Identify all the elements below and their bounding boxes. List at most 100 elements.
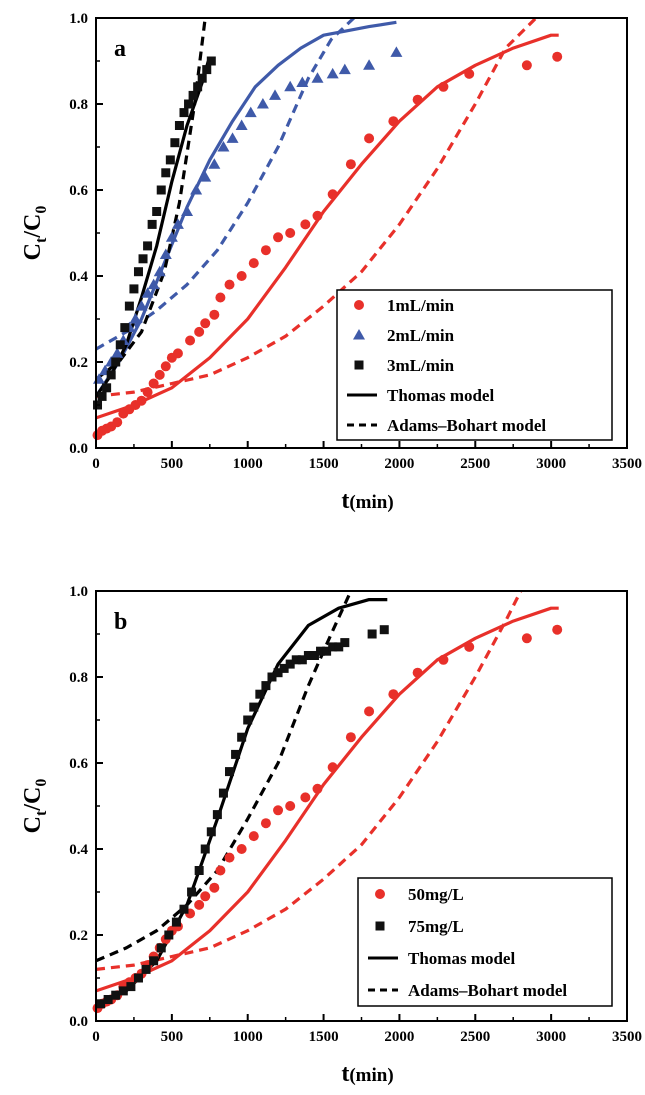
square-data-point — [133, 973, 143, 983]
x-tick-label: 1500 — [309, 1029, 339, 1045]
circle-data-point — [200, 891, 211, 902]
y-tick-label: 0.2 — [69, 355, 88, 371]
triangle-data-point — [165, 231, 178, 242]
circle-data-point — [388, 689, 399, 700]
circle-data-point — [273, 805, 284, 816]
panel-label: b — [114, 609, 127, 635]
x-tick-label: 3500 — [612, 1029, 642, 1045]
x-tick-label: 2000 — [384, 456, 414, 472]
square-data-point — [194, 866, 204, 875]
x-tick-label: 0 — [92, 1029, 100, 1045]
y-tick-label: 0.8 — [69, 670, 88, 686]
x-tick-label: 3500 — [612, 456, 642, 472]
square-data-point — [115, 340, 125, 350]
legend-label: 75mg/L — [408, 917, 464, 936]
square-data-point — [138, 254, 148, 264]
square-data-point — [179, 904, 189, 914]
triangle-data-point — [111, 347, 124, 358]
triangle-data-point — [190, 184, 203, 195]
square-data-point — [316, 646, 326, 656]
y-tick-label: 0.8 — [69, 97, 88, 113]
circle-data-point — [552, 51, 563, 62]
triangle-data-point — [199, 171, 212, 182]
circle-data-point — [345, 159, 356, 170]
x-tick-label: 500 — [161, 456, 184, 472]
square-data-point — [187, 887, 197, 897]
circle-data-point — [285, 801, 296, 811]
square-data-point — [171, 917, 181, 927]
circle-data-point — [438, 81, 449, 92]
circle-data-point — [224, 279, 235, 290]
circle-data-point — [112, 417, 123, 428]
circle-data-point — [412, 94, 423, 105]
circle-data-point — [273, 232, 284, 243]
square-data-point — [367, 629, 377, 639]
circle-data-point — [209, 882, 220, 893]
circle-data-point — [412, 667, 423, 678]
circle-data-point — [260, 818, 271, 829]
thomas-curve — [96, 598, 388, 1006]
circle-data-point — [327, 762, 338, 773]
x-tick-label: 2500 — [460, 1029, 490, 1045]
square-data-point — [118, 986, 128, 996]
x-axis-title: t(min) — [341, 488, 393, 514]
panel-a: 0 500 1000 1500 2000 2500 3000 3500 0.0 0.2 0.4 0.6… — [20, 11, 642, 514]
y-tick-label: 0.4 — [69, 269, 88, 285]
square-data-point — [279, 663, 289, 673]
adams-bohart-curve — [96, 591, 353, 963]
triangle-data-point — [181, 205, 194, 216]
triangle-data-point — [235, 119, 248, 130]
legend-label: Adams–Bohart model — [387, 416, 546, 435]
circle-data-point — [364, 706, 375, 717]
y-tick-label: 0.0 — [69, 441, 88, 457]
legend-label: Thomas model — [408, 949, 515, 968]
square-data-point — [111, 990, 121, 1000]
circle-data-point — [194, 326, 205, 337]
square-data-point — [184, 99, 194, 109]
x-tick-label: 1000 — [233, 456, 263, 472]
square-data-point — [133, 267, 143, 277]
square-data-point — [340, 638, 350, 648]
square-data-point — [188, 90, 198, 100]
square-data-point — [141, 964, 151, 974]
square-data-point — [255, 689, 265, 699]
circle-data-point — [285, 228, 296, 238]
square-data-point — [149, 956, 159, 966]
square-data-point — [379, 625, 389, 635]
square-data-point — [225, 767, 235, 777]
square-data-point — [111, 357, 121, 367]
circle-data-point — [345, 732, 356, 743]
square-data-point — [267, 672, 277, 682]
adams-bohart-curve — [96, 591, 523, 971]
square-data-point — [322, 646, 332, 656]
triangle-data-point — [226, 132, 239, 143]
square-data-point — [124, 301, 134, 311]
triangle-data-point — [363, 59, 376, 70]
square-data-point — [164, 930, 174, 940]
square-data-point — [96, 999, 106, 1009]
circle-data-point — [552, 624, 563, 635]
triangle-data-point — [208, 158, 221, 169]
circle-data-point — [521, 633, 532, 644]
legend-square-marker — [375, 921, 385, 931]
legend-label: 2mL/min — [387, 326, 455, 345]
circle-data-point — [224, 852, 235, 863]
square-data-point — [231, 749, 241, 759]
y-axis-title: Ct/C0 — [20, 206, 50, 261]
triangle-data-point — [159, 248, 172, 259]
triangle-data-point — [244, 106, 257, 118]
circle-data-point — [215, 292, 226, 303]
circle-data-point — [521, 60, 532, 71]
square-data-point — [218, 788, 228, 798]
square-data-point — [285, 659, 295, 669]
y-tick-label: 0.0 — [69, 1014, 88, 1030]
square-data-point — [97, 391, 107, 401]
circle-data-point — [236, 844, 247, 854]
triangle-data-point — [311, 72, 324, 83]
data-points — [92, 624, 563, 1014]
square-data-point — [206, 56, 216, 66]
x-tick-label: 0 — [92, 456, 100, 472]
x-axis-title: t(min) — [341, 1061, 393, 1087]
x-tick-label: 2500 — [460, 456, 490, 472]
